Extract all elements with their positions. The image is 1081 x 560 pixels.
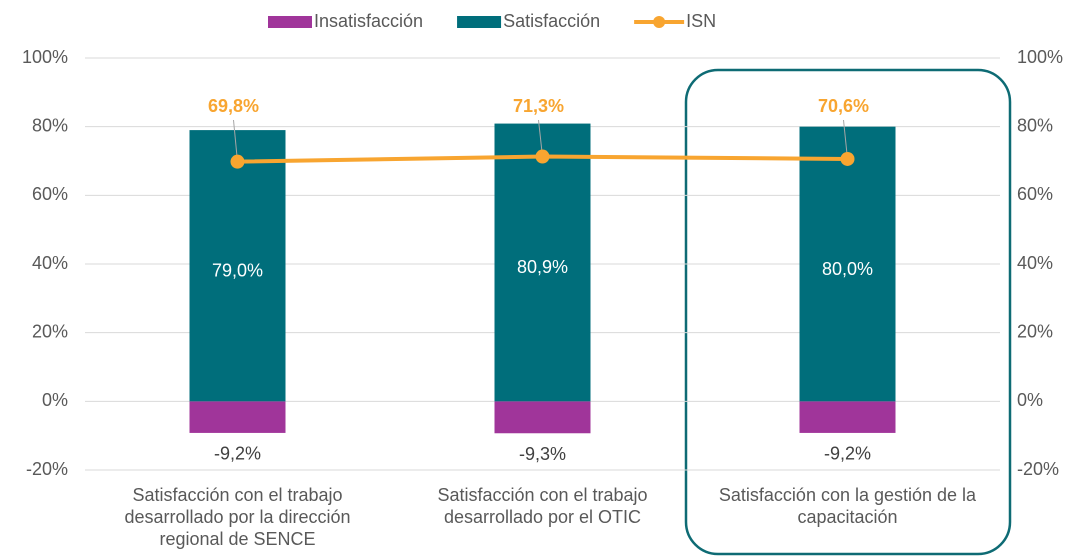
y2-tick-label: 80% xyxy=(1017,115,1053,135)
bar xyxy=(799,401,896,433)
y-tick-label: 100% xyxy=(22,47,68,67)
y2-tick-label: 40% xyxy=(1017,253,1053,273)
x-tick-label: Satisfacción con la gestión de la capaci… xyxy=(718,485,977,527)
legend-swatch xyxy=(653,16,666,28)
marker xyxy=(535,149,550,164)
x-tick-label: Satisfacción con el trabajo desarrollado… xyxy=(437,485,648,527)
data-label: 80,0% xyxy=(822,259,873,279)
data-label: 71,3% xyxy=(513,96,564,116)
marker xyxy=(230,154,245,169)
data-label: -9,2% xyxy=(824,444,871,464)
y2-tick-label: 0% xyxy=(1017,390,1043,410)
bar xyxy=(494,401,591,434)
legend-label: ISN xyxy=(686,11,716,31)
data-label: 69,8% xyxy=(208,96,259,116)
marker xyxy=(840,151,855,166)
legend-label: Satisfacción xyxy=(503,11,600,31)
y2-tick-label: 20% xyxy=(1017,321,1053,341)
legend-label: Insatisfacción xyxy=(314,11,423,31)
bar xyxy=(189,130,286,402)
data-label: -9,3% xyxy=(519,444,566,464)
y2-tick-label: 100% xyxy=(1017,47,1063,67)
data-label: 70,6% xyxy=(818,96,869,116)
x-tick-label: Satisfacción con el trabajo desarrollado… xyxy=(124,485,351,549)
y-tick-label: 40% xyxy=(32,253,68,273)
data-label: -9,2% xyxy=(214,444,261,464)
y-tick-label: 0% xyxy=(42,390,68,410)
data-label: 80,9% xyxy=(517,257,568,277)
bar xyxy=(494,123,591,402)
legend-swatch xyxy=(268,16,312,28)
legend-swatch xyxy=(457,16,502,28)
y-tick-label: 20% xyxy=(32,321,68,341)
bar xyxy=(189,401,286,433)
highlight-box xyxy=(684,68,1012,556)
y2-tick-label: 60% xyxy=(1017,184,1053,204)
y2-tick-label: -20% xyxy=(1017,459,1059,479)
data-label: 79,0% xyxy=(212,260,263,280)
y-tick-label: -20% xyxy=(26,459,68,479)
y-tick-label: 80% xyxy=(32,115,68,135)
y-tick-label: 60% xyxy=(32,184,68,204)
bar xyxy=(799,126,896,402)
